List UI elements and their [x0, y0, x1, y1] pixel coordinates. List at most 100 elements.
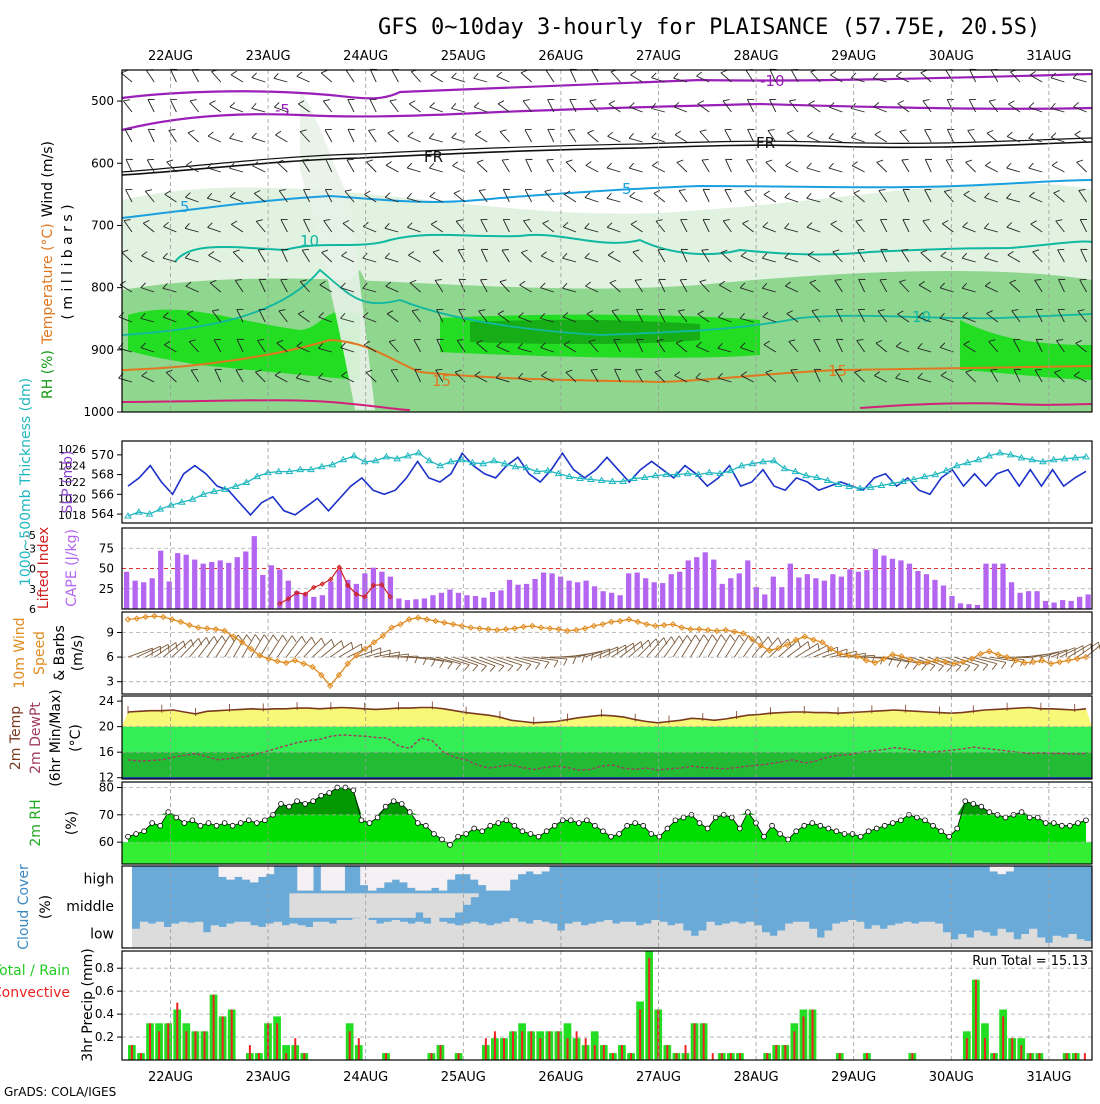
precip-convective-bar	[975, 980, 977, 1060]
barb-staff	[297, 76, 310, 82]
cloud-low-bar	[219, 927, 227, 948]
barb-staff	[673, 635, 687, 657]
barb-staff	[588, 133, 599, 142]
precip-convective-bar	[739, 1053, 741, 1060]
cloud-mid-bar	[407, 893, 415, 917]
rh2m-point	[1059, 823, 1064, 828]
cape-bar	[711, 560, 716, 609]
upper-wind-barb	[430, 191, 445, 202]
barb-flag	[1029, 162, 1034, 169]
rh2m-point	[818, 823, 823, 828]
upper-wind-barb	[429, 132, 444, 142]
barb-flag	[429, 132, 433, 139]
rh2m-tick-label: 60	[99, 835, 114, 849]
cape-bar	[890, 559, 895, 609]
rh2m-point	[287, 804, 292, 809]
upper-wind-barb	[968, 127, 981, 142]
rh2m-point	[415, 821, 420, 826]
cloud-high-bar	[321, 866, 329, 891]
upper-wind-barb	[325, 127, 337, 142]
cape-bar	[218, 560, 223, 609]
upper-wind-barb	[408, 131, 423, 142]
barb-staff	[1051, 78, 1064, 82]
precip-tick-label: 0.8	[95, 961, 114, 975]
surface-wind-barb	[383, 654, 410, 664]
cape-bar	[252, 536, 257, 609]
rh2m-point	[939, 829, 944, 834]
thickness-point	[1083, 454, 1089, 459]
li-tick-label: 0	[29, 563, 36, 576]
upper-wind-barb	[348, 97, 360, 112]
barb-flag	[807, 162, 812, 169]
upper-wind-barb	[787, 128, 802, 142]
rh2m-point	[713, 815, 718, 820]
upper-wind-barb	[923, 97, 936, 112]
temp-contour-freezing	[122, 142, 1092, 175]
upper-wind-barb	[275, 130, 290, 142]
surface-wind-barb	[417, 657, 444, 668]
upper-wind-barb	[477, 158, 491, 172]
upper-wind-barb	[167, 158, 181, 172]
cloud-low-bar	[659, 922, 667, 948]
barb-staff	[321, 641, 341, 657]
pressure-tick-label: 600	[91, 156, 114, 170]
barb-flag	[535, 663, 540, 671]
upper-wind-barb	[547, 157, 559, 172]
barb-staff	[477, 162, 487, 172]
rh2m-point	[544, 829, 549, 834]
barb-staff	[502, 160, 509, 172]
precip-convective-bar	[349, 1031, 351, 1060]
upper-wind-barb	[503, 187, 514, 202]
cape-bar	[158, 551, 163, 609]
barb-staff	[474, 107, 487, 112]
barb-staff	[787, 133, 798, 142]
upper-wind-barb	[253, 160, 268, 172]
upper-wind-barb	[675, 130, 690, 142]
barb-staff	[526, 159, 532, 172]
pressure-tick-label: 700	[91, 218, 114, 232]
barb-staff	[253, 166, 266, 172]
barb-staff	[590, 101, 599, 112]
rh2m-point	[351, 788, 356, 793]
rh2m-point	[874, 826, 879, 831]
precip-convective-bar	[594, 1045, 596, 1060]
upper-wind-barb	[1074, 101, 1089, 112]
cloud-mid-bar	[455, 893, 463, 912]
cape-bar	[320, 595, 325, 609]
barb-staff	[568, 130, 576, 142]
barb-staff	[970, 69, 976, 82]
cape-bar	[209, 562, 214, 609]
precip-convective-bar	[276, 1023, 278, 1060]
cape-bar	[532, 579, 537, 609]
precip-convective-bar	[576, 1031, 578, 1060]
barb-staff	[411, 72, 420, 82]
cloud-high-bar	[376, 866, 384, 888]
barb-staff	[121, 73, 132, 82]
barb-staff	[966, 162, 976, 172]
cape-bar	[1043, 601, 1048, 609]
upper-wind-barb	[252, 132, 267, 142]
barb-staff	[654, 193, 665, 202]
rh2m-unit-label: (%)	[64, 811, 80, 835]
cloud-low-bar	[872, 925, 880, 948]
precip-convective-bar	[485, 1038, 487, 1060]
date-label-bottom: 31AUG	[1026, 1070, 1071, 1085]
cape-bar	[226, 563, 231, 609]
cloud-low-bar	[321, 922, 329, 948]
upper-wind-barb	[766, 158, 780, 172]
rh2m-point	[568, 818, 573, 823]
upper-wind-barb	[969, 97, 981, 112]
cloud-high-bar	[510, 866, 518, 880]
barb-staff	[321, 73, 332, 82]
cloud-low-bar	[691, 936, 699, 948]
barb-staff	[388, 133, 399, 142]
rh2m-point	[778, 832, 783, 837]
upper-wind-barb	[629, 162, 644, 172]
upper-wind-barb	[370, 67, 381, 82]
cloud-low-bar	[604, 920, 612, 948]
barb-flag	[1029, 133, 1033, 140]
surface-wind-barb	[207, 636, 228, 661]
precip-convective-bar	[185, 1031, 187, 1060]
upper-wind-barb	[970, 67, 981, 82]
date-label-top: 23AUG	[246, 49, 291, 64]
